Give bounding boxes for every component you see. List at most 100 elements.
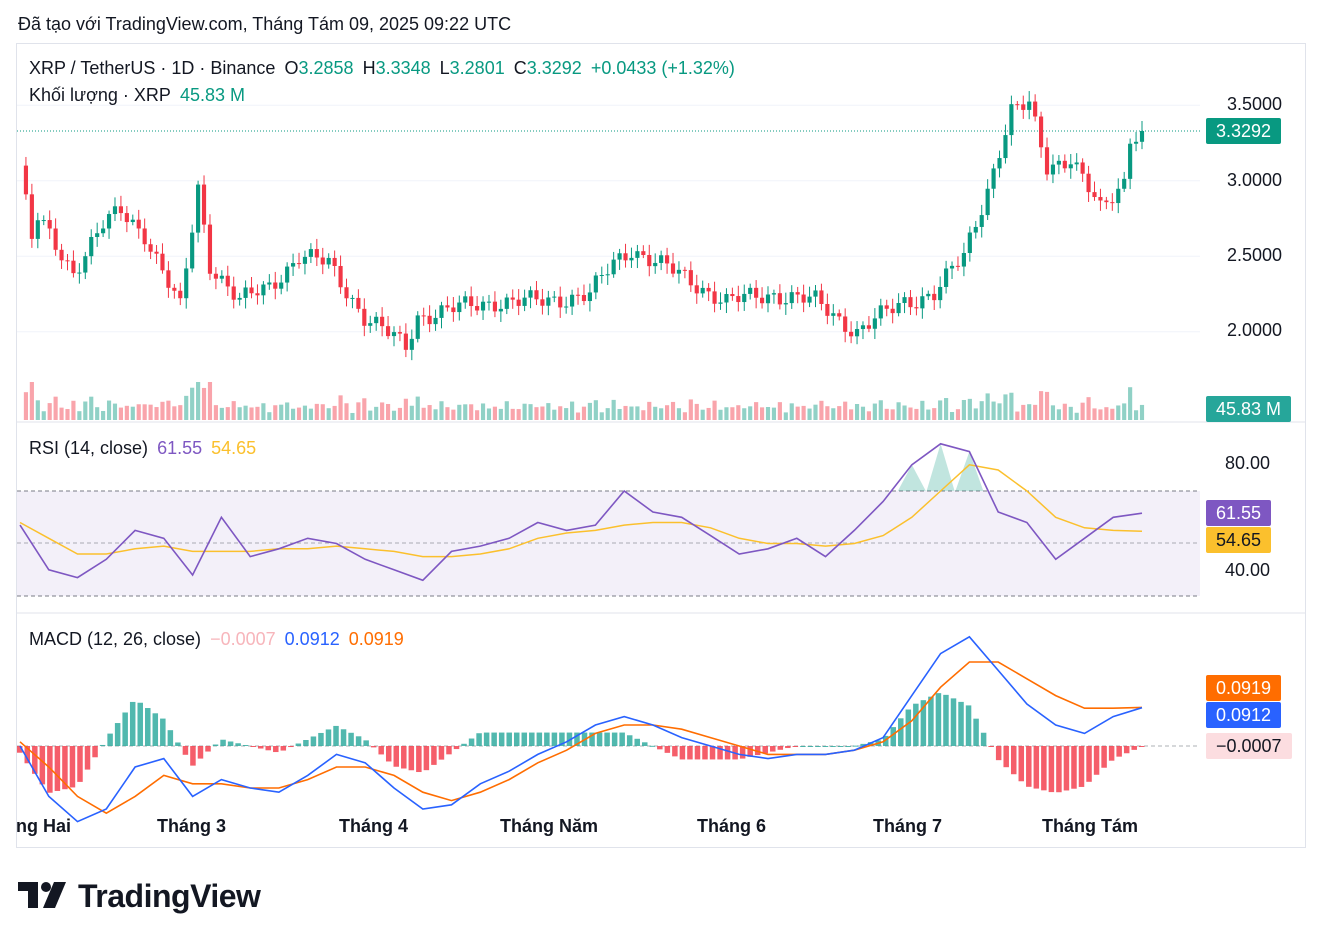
- candle-body: [196, 184, 201, 233]
- volume-bar: [356, 402, 361, 420]
- candle-body: [676, 269, 682, 274]
- rsi-ma-value: 54.65: [211, 438, 257, 458]
- volume-bar: [184, 395, 189, 420]
- macd-histogram-bar: [468, 738, 475, 746]
- volume-bar: [700, 409, 705, 420]
- volume-bar: [659, 408, 664, 420]
- candle-body: [1098, 197, 1103, 201]
- volume-bar: [872, 403, 877, 420]
- volume-bar: [938, 400, 943, 420]
- candle-body: [552, 296, 557, 298]
- candle-body: [605, 274, 610, 276]
- volume-bar: [670, 401, 676, 420]
- macd-hist-tag: −0.0007: [1206, 733, 1292, 759]
- candle-body: [154, 251, 159, 254]
- candle-body: [178, 290, 183, 299]
- macd-histogram-bar: [709, 746, 716, 760]
- macd-histogram-bar: [702, 746, 708, 760]
- candle-body: [979, 215, 984, 227]
- macd-histogram-bar: [559, 732, 565, 746]
- candle-body: [849, 331, 854, 337]
- candle-body: [783, 303, 788, 305]
- macd-histogram-bar: [1003, 746, 1009, 768]
- candle-body: [777, 293, 782, 305]
- volume-bar: [391, 410, 397, 420]
- volume-bar: [558, 406, 563, 420]
- macd-histogram-bar: [1056, 746, 1062, 793]
- macd-histogram-bar: [250, 746, 256, 747]
- volume-bar: [166, 400, 171, 420]
- volume-bar: [979, 401, 984, 420]
- volume-bar: [771, 407, 777, 420]
- volume-bar: [759, 407, 765, 420]
- volume-bar: [1080, 402, 1085, 420]
- volume-bar: [611, 399, 616, 420]
- candle-body: [712, 291, 717, 304]
- macd-histogram-bar: [175, 742, 181, 746]
- macd-histogram-bar: [980, 732, 987, 746]
- macd-histogram-bar: [965, 705, 972, 746]
- candle-body: [528, 290, 533, 298]
- volume-bar: [41, 411, 46, 420]
- chart-frame[interactable]: [16, 43, 1306, 848]
- volume-bar: [421, 407, 426, 420]
- volume-bar: [581, 406, 587, 420]
- candle-body: [1044, 147, 1050, 175]
- macd-histogram-bar: [483, 732, 490, 746]
- open-value: 3.2858: [298, 58, 354, 78]
- volume-bar: [302, 405, 308, 420]
- candle-body: [1050, 164, 1056, 175]
- candle-body: [575, 294, 581, 296]
- macd-histogram-bar: [724, 746, 731, 760]
- volume-bar: [23, 392, 29, 420]
- candle-body: [1015, 104, 1020, 106]
- candle-body: [1027, 101, 1032, 110]
- candle-body: [83, 256, 88, 273]
- candle-body: [219, 275, 224, 279]
- macd-histogram-bar: [393, 746, 400, 767]
- price-axis-label: 2.5000: [1226, 245, 1282, 265]
- candle-body: [1110, 202, 1115, 204]
- candle-body: [914, 307, 919, 309]
- volume-bar: [124, 405, 129, 420]
- candle-body: [421, 315, 426, 317]
- candle-body: [463, 296, 468, 303]
- volume-bar: [172, 406, 177, 420]
- volume-bar: [831, 408, 836, 420]
- high-label: H: [362, 58, 376, 78]
- macd-histogram-bar: [935, 693, 942, 746]
- candle-body: [65, 260, 70, 262]
- macd-histogram-bar: [1086, 746, 1092, 782]
- macd-histogram-bar: [303, 740, 309, 746]
- brand: TradingView: [18, 878, 261, 915]
- candle-body: [47, 220, 52, 229]
- macd-histogram-bar: [273, 746, 279, 753]
- candle-body: [510, 297, 515, 300]
- macd-histogram-bar: [288, 746, 294, 748]
- volume-bar: [961, 399, 966, 420]
- candle-body: [279, 282, 284, 289]
- candle-body: [409, 338, 414, 350]
- candle-body: [267, 282, 272, 285]
- macd-histogram-bar: [257, 746, 264, 749]
- macd-histogram-bar: [551, 732, 558, 746]
- candlestick-series: [23, 91, 1145, 361]
- macd-histogram-bar: [416, 746, 422, 773]
- candle-body: [789, 292, 794, 304]
- macd-histogram-bar: [333, 725, 339, 746]
- volume-bar: [486, 408, 492, 420]
- volume-bar: [118, 407, 123, 420]
- volume-value: 45.83 M: [179, 85, 245, 105]
- volume-bar: [255, 406, 260, 420]
- macd-histogram-bar: [890, 727, 897, 746]
- macd-histogram-bar: [1108, 746, 1115, 761]
- candle-body: [285, 266, 290, 283]
- macd-histogram-bar: [815, 746, 821, 747]
- candle-body: [1062, 160, 1067, 169]
- macd-histogram-bar: [235, 743, 241, 746]
- candle-body: [837, 313, 842, 317]
- volume-bar: [522, 403, 527, 420]
- volume-bar: [1044, 391, 1050, 420]
- macd-histogram-bar: [32, 746, 38, 774]
